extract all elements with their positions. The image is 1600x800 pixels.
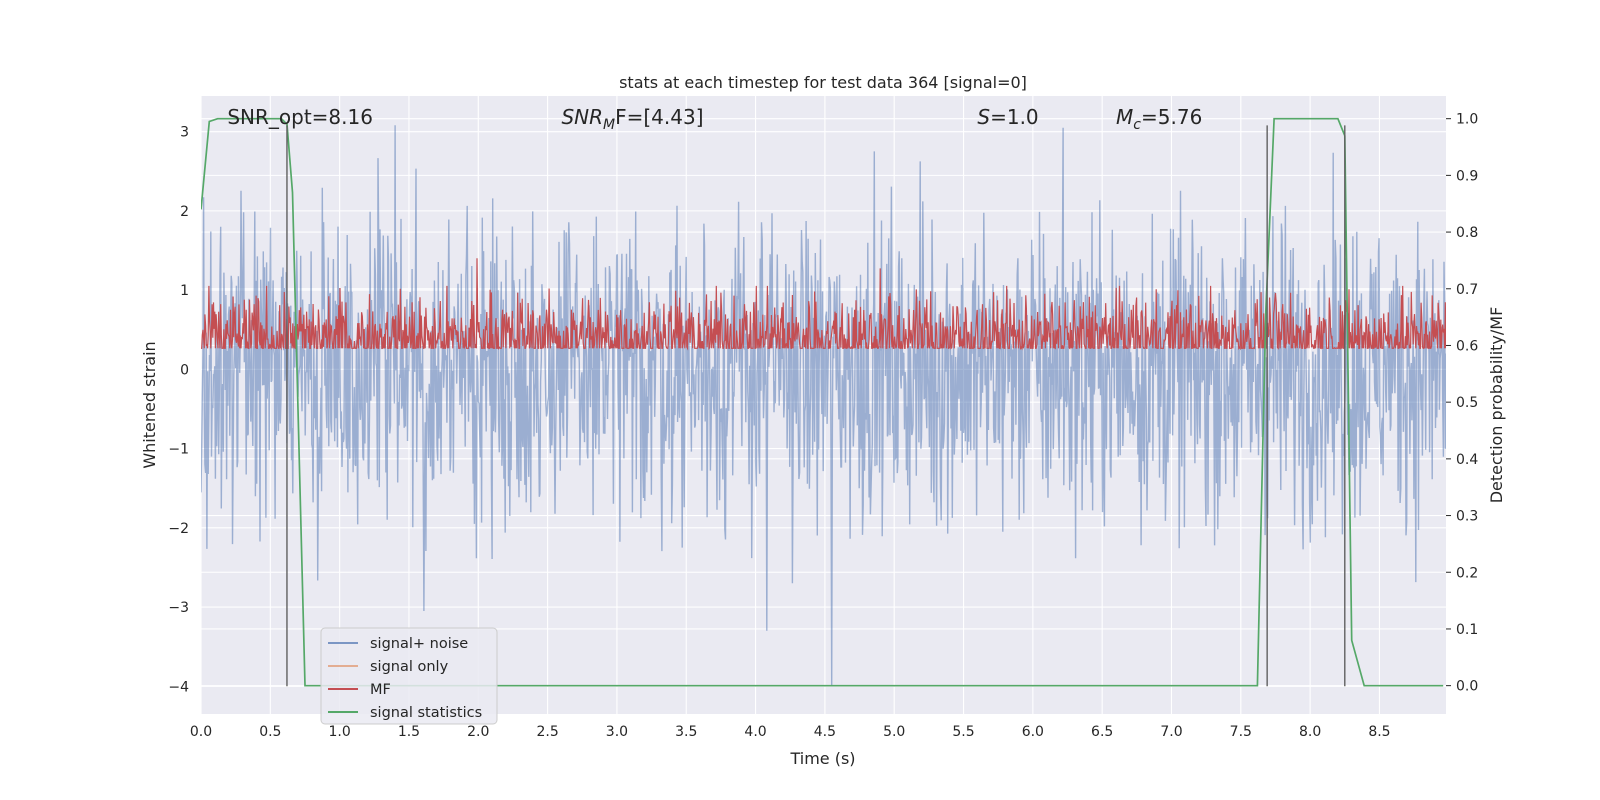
legend-box [320,627,498,725]
y-right-tick-label: 0.5 [1456,395,1478,411]
y-right-tick-label: 0.8 [1456,225,1478,241]
legend: signal+ noise signal only MF signal statist… [320,627,498,725]
y-left-tick-label: −1 [168,442,189,458]
chart-title: stats at each timestep for test data 364… [619,73,1027,92]
series-signal-noise [201,125,1446,687]
x-axis-label: Time (s) [789,749,855,768]
x-tick-label: 8.0 [1299,724,1321,740]
y-left-tick-label: 2 [180,204,189,220]
x-tick-label: 5.5 [952,724,974,740]
x-tick-label: 3.5 [675,724,697,740]
x-tick-label: 3.0 [606,724,628,740]
y-axis-label-right: Detection probability/MF [1487,307,1506,504]
y-left-tick-label: −4 [168,679,189,695]
y-right-tick-label: 1.0 [1456,112,1478,128]
ticks-layer: 0.0 0.5 1.0 1.5 2.0 2.5 3.0 3.5 4.0 4.5 5.0 5.5 6.0 6… [168,112,1478,740]
series-signal-statistics [201,117,1444,687]
annotation-snr-mf: SNRMF=[4.43] [561,105,703,133]
y-right-tick-label: 0.1 [1456,622,1478,638]
y-right-tick-label: 0.9 [1456,168,1478,184]
y-left-tick-label: −2 [168,521,189,537]
y-right-tick-label: 0.4 [1456,452,1478,468]
data-layer [201,117,1446,687]
series-mf [201,258,1446,351]
annotation-s-value: S=1.0 [977,105,1038,129]
legend-entry: signal statistics [370,705,482,721]
annotation-snr-opt: SNR_opt=8.16 [227,105,373,129]
x-tick-label: 7.0 [1160,724,1182,740]
y-left-tick-label: 1 [180,283,189,299]
x-tick-label: 8.5 [1368,724,1390,740]
y-left-tick-label: −3 [168,600,189,616]
y-left-tick-label: 0 [180,362,189,378]
annotations-layer: SNR_opt=8.16 SNRMF=[4.43] S=1.0 Mc=5.76 [227,105,1202,133]
legend-entry: signal+ noise [370,636,468,652]
y-right-tick-label: 0.2 [1456,565,1478,581]
y-axis-label-left: Whitened strain [140,341,159,468]
x-tick-label: 4.0 [744,724,766,740]
y-right-tick-label: 0.0 [1456,679,1478,695]
x-tick-label: 0.5 [259,724,281,740]
x-tick-label: 6.5 [1091,724,1113,740]
x-tick-label: 1.5 [398,724,420,740]
y-right-tick-label: 0.3 [1456,509,1478,525]
y-left-tick-label: 3 [180,125,189,141]
x-tick-label: 5.0 [883,724,905,740]
x-tick-label: 4.5 [814,724,836,740]
legend-entry: signal only [370,659,449,675]
legend-entry: MF [370,682,391,698]
x-tick-label: 6.0 [1022,724,1044,740]
x-tick-label: 2.5 [536,724,558,740]
x-tick-label: 0.0 [190,724,212,740]
y-right-tick-label: 0.7 [1456,282,1478,298]
y-right-tick-label: 0.6 [1456,338,1478,354]
x-tick-label: 2.0 [467,724,489,740]
x-tick-label: 7.5 [1230,724,1252,740]
x-tick-label: 1.0 [329,724,351,740]
annotation-mc-value: Mc=5.76 [1116,105,1202,133]
